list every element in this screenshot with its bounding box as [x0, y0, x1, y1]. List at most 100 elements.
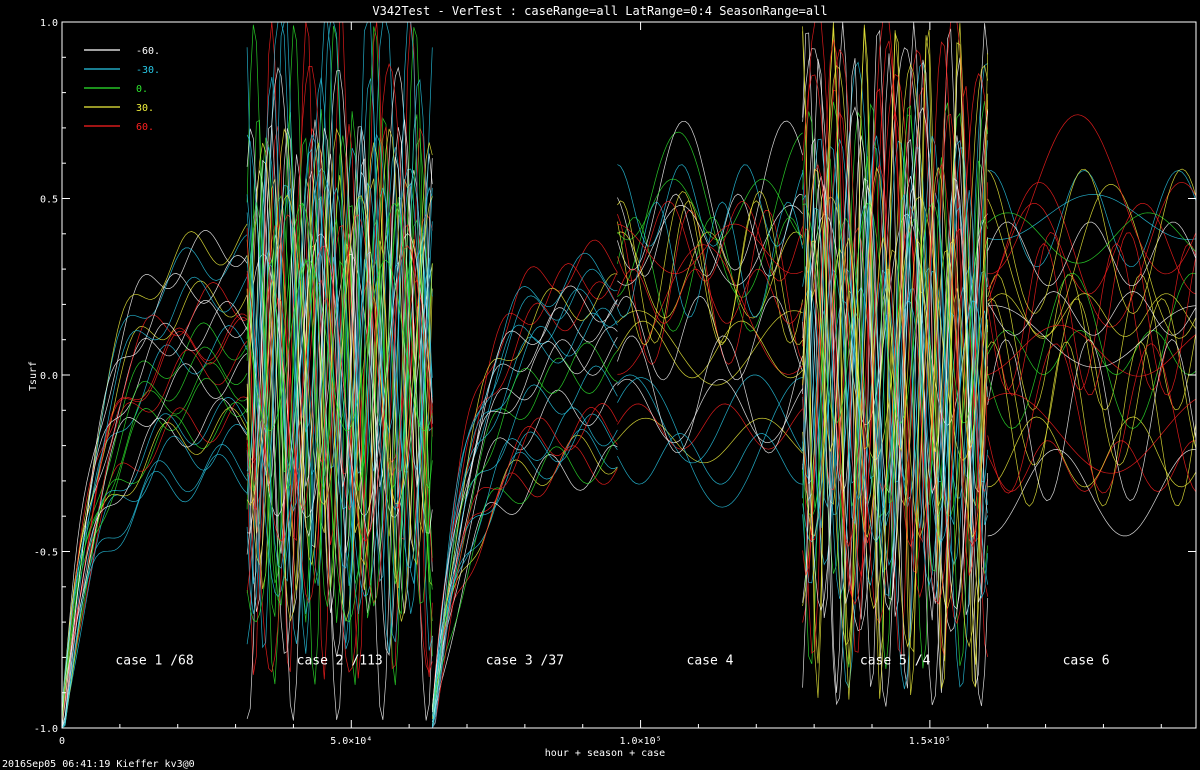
curve-trace	[617, 310, 803, 386]
curve-trace	[617, 223, 803, 275]
y-tick-label: 0.0	[40, 371, 58, 382]
axis-ticks: 0 5.0×10⁴ 1.0×10⁵ 1.5×10⁵ -1.0 -0.5 0.0 0.5 1.0	[34, 18, 1196, 747]
curve-trace	[61, 346, 248, 722]
curve-trace	[987, 305, 1197, 368]
curve-trace	[61, 301, 248, 729]
curve-trace	[802, 205, 989, 600]
curve-trace	[802, 247, 989, 539]
curve-trace	[61, 353, 248, 712]
curve-trace	[61, 398, 248, 729]
curve-trace	[431, 444, 618, 722]
x-axis-label: hour + season + case	[545, 748, 665, 759]
y-axis-label: Tsurf	[28, 361, 39, 391]
curve-trace	[431, 268, 618, 729]
curve-trace	[61, 407, 248, 729]
curve-trace	[987, 243, 1197, 391]
curve-trace	[987, 324, 1197, 377]
curve-trace	[246, 135, 433, 477]
case-label: case 4	[687, 653, 734, 668]
curve-trace	[987, 338, 1197, 502]
curve-trace	[246, 109, 433, 623]
curve-trace	[431, 312, 618, 729]
curve-trace	[246, 133, 433, 569]
legend: -60. -30. 0. 30. 60.	[84, 46, 160, 133]
curve-trace	[617, 335, 803, 454]
curve-trace	[246, 127, 433, 567]
chart-curves	[61, 21, 1197, 729]
case-label: case 6	[1063, 653, 1110, 668]
x-tick-label: 1.0×10⁵	[619, 736, 661, 747]
curve-trace	[247, 66, 433, 538]
case-label: case 3 /37	[486, 653, 564, 668]
curve-trace	[431, 337, 618, 707]
curve-trace	[802, 61, 988, 567]
curve-trace	[802, 27, 989, 700]
x-tick-label: 1.5×10⁵	[909, 736, 951, 747]
curve-trace	[61, 325, 248, 729]
curve-trace	[61, 396, 248, 722]
curve-trace	[987, 221, 1197, 287]
curve-trace	[61, 230, 248, 722]
curve-trace	[802, 63, 989, 610]
y-tick-label: -1.0	[34, 724, 58, 735]
curve-trace	[617, 120, 803, 271]
curve-trace	[987, 291, 1197, 336]
curve-trace	[987, 170, 1197, 268]
case-label: case 1 /68	[115, 653, 193, 668]
curve-trace	[246, 127, 433, 488]
curve-trace	[987, 231, 1197, 396]
curve-trace	[246, 153, 433, 555]
curve-trace	[617, 200, 803, 344]
curve-trace	[431, 285, 618, 713]
curve-trace	[987, 298, 1197, 466]
curve-trace	[802, 163, 989, 548]
y-tick-label: -0.5	[34, 548, 58, 559]
curve-trace	[987, 340, 1197, 507]
curve-trace	[802, 166, 989, 648]
curve-trace	[987, 293, 1197, 337]
y-tick-label: 1.0	[40, 18, 58, 29]
y-tick-label: 0.5	[40, 195, 58, 206]
x-tick-label: 0	[59, 736, 65, 747]
curve-trace	[61, 453, 248, 729]
curve-trace	[987, 184, 1197, 339]
curve-trace	[431, 439, 618, 711]
curve-trace	[987, 194, 1197, 240]
curve-trace	[987, 114, 1197, 275]
curve-trace	[246, 259, 433, 432]
curve-trace	[802, 53, 989, 693]
curve-trace	[246, 202, 433, 623]
curve-trace	[61, 282, 248, 729]
curve-trace	[431, 445, 618, 717]
curve-trace	[61, 402, 248, 729]
legend-label: -60.	[136, 46, 160, 57]
curve-trace	[617, 403, 803, 450]
curve-trace	[617, 216, 803, 332]
curve-trace	[987, 212, 1197, 264]
curve-trace	[431, 407, 618, 717]
curve-trace	[246, 296, 433, 512]
curve-trace	[617, 209, 803, 365]
curve-trace	[987, 343, 1197, 494]
case-labels: case 1 /68 case 2 /113 case 3 /37 case 4 cas…	[115, 653, 1109, 668]
curve-trace	[987, 273, 1197, 411]
curve-trace	[431, 299, 618, 709]
curve-trace	[987, 168, 1197, 314]
curve-trace	[61, 300, 248, 722]
curve-trace	[246, 21, 433, 654]
curve-trace	[246, 245, 433, 542]
curve-trace	[431, 407, 618, 729]
curve-trace	[61, 377, 248, 725]
curve-trace	[617, 320, 803, 379]
curve-trace	[431, 350, 618, 709]
curve-trace	[617, 205, 803, 286]
curve-trace	[802, 135, 989, 690]
legend-label: 0.	[136, 84, 148, 95]
curve-trace	[431, 252, 618, 729]
curve-trace	[61, 362, 248, 729]
curve-trace	[802, 111, 989, 575]
curve-trace	[802, 237, 989, 453]
legend-label: 60.	[136, 122, 154, 133]
curve-trace	[617, 201, 803, 318]
